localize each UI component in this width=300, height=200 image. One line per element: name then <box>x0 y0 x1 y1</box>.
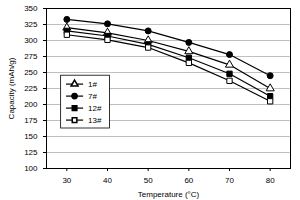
svg-text:7#: 7# <box>88 92 97 101</box>
svg-text:175: 175 <box>24 116 38 125</box>
svg-text:200: 200 <box>24 100 38 109</box>
svg-text:325: 325 <box>24 20 38 29</box>
svg-text:150: 150 <box>24 132 38 141</box>
svg-text:275: 275 <box>24 52 38 61</box>
svg-text:300: 300 <box>24 36 38 45</box>
svg-text:Temperature (°C): Temperature (°C) <box>138 190 200 199</box>
svg-text:50: 50 <box>144 176 153 185</box>
svg-text:100: 100 <box>24 164 38 173</box>
svg-text:250: 250 <box>24 68 38 77</box>
svg-text:225: 225 <box>24 84 38 93</box>
svg-text:13#: 13# <box>88 116 102 125</box>
svg-text:80: 80 <box>266 176 275 185</box>
svg-text:125: 125 <box>24 148 38 157</box>
svg-text:12#: 12# <box>88 104 102 113</box>
svg-text:40: 40 <box>103 176 112 185</box>
svg-text:70: 70 <box>225 176 234 185</box>
svg-text:30: 30 <box>62 176 71 185</box>
svg-text:Capacity (mAh/g): Capacity (mAh/g) <box>7 57 16 119</box>
svg-text:1#: 1# <box>88 80 97 89</box>
svg-text:60: 60 <box>184 176 193 185</box>
svg-text:350: 350 <box>24 4 38 13</box>
